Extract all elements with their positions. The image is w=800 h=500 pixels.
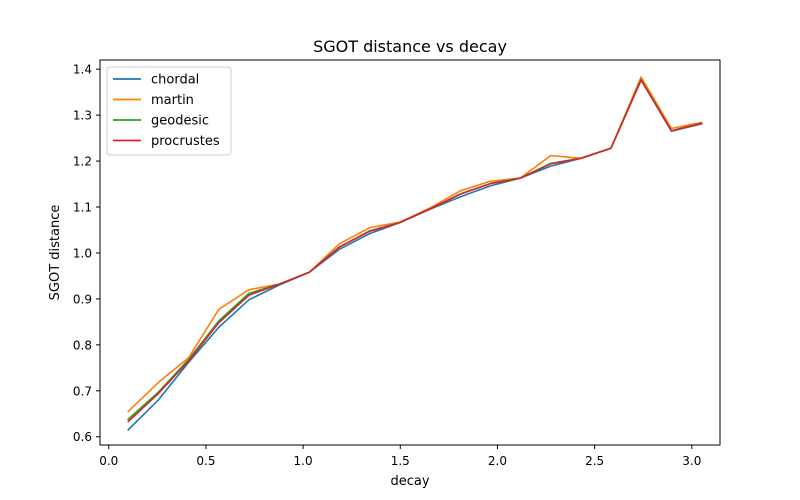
y-tick-label: 0.9: [73, 292, 92, 306]
x-tick-label: 1.0: [294, 454, 313, 468]
y-tick-label: 0.8: [73, 338, 92, 352]
y-tick-label: 1.2: [73, 155, 92, 169]
x-tick-label: 1.5: [391, 454, 410, 468]
y-axis-label: SGOT distance: [48, 205, 63, 301]
y-tick-label: 1.0: [73, 246, 92, 260]
y-tick-label: 1.4: [73, 63, 92, 77]
y-tick-label: 0.6: [73, 430, 92, 444]
y-axis-ticks: 0.6 0.7 0.8 0.9 1.0 1.1 1.2 1.3 1.4: [73, 63, 100, 444]
legend: chordal martin geodesic procrustes: [106, 66, 232, 156]
legend-frame: [106, 66, 232, 156]
series-lines: [127, 76, 703, 431]
chart-title: SGOT distance vs decay: [313, 37, 507, 56]
series-line-procrustes: [127, 79, 703, 423]
x-tick-label: 2.5: [585, 454, 604, 468]
x-tick-label: 2.0: [488, 454, 507, 468]
x-tick-label: 0.0: [99, 454, 118, 468]
legend-label-martin: martin: [151, 93, 194, 108]
y-tick-label: 1.3: [73, 109, 92, 123]
plot-area: [99, 59, 721, 446]
x-tick-label: 3.0: [682, 454, 701, 468]
legend-label-chordal: chordal: [151, 73, 199, 88]
y-tick-label: 1.1: [73, 201, 92, 215]
x-axis-label: decay: [390, 474, 429, 489]
x-axis-ticks: 0.0 0.5 1.0 1.5 2.0 2.5 3.0: [99, 445, 701, 468]
y-tick-label: 0.7: [73, 384, 92, 398]
legend-label-procrustes: procrustes: [151, 134, 220, 149]
x-tick-label: 0.5: [196, 454, 215, 468]
legend-label-geodesic: geodesic: [151, 114, 209, 129]
